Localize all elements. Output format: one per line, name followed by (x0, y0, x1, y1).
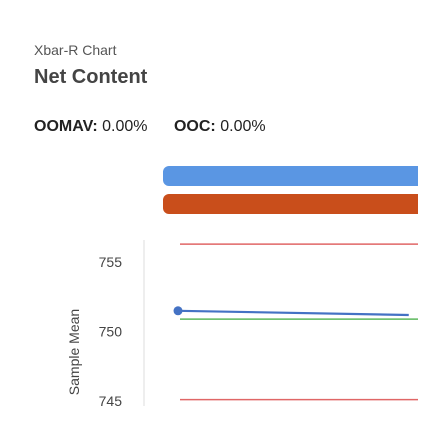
data-point[interactable] (173, 306, 183, 316)
series-line (177, 309, 409, 317)
metric-oomav-label: OOMAV: (34, 118, 98, 135)
y-tick-label: 750 (99, 324, 123, 340)
chart-title: Net Content (34, 66, 148, 88)
metric-ooc-value: 0.00% (220, 118, 266, 135)
orange-legend-bar[interactable] (163, 194, 418, 214)
metric-ooc-label: OOC: (173, 118, 216, 135)
xbar-chart-plot: 745 750 755 Sample Mean (66, 240, 418, 406)
chart-card: Xbar-R Chart Net Content OOMAV: 0.00% OO… (34, 42, 418, 406)
metric-ooc: OOC: 0.00% (174, 118, 266, 136)
metric-oomav: OOMAV: 0.00% (34, 118, 148, 136)
y-axis-title: Sample Mean (66, 309, 82, 395)
chart-type-label: Xbar-R Chart (34, 42, 117, 58)
metric-oomav-value: 0.00% (102, 118, 148, 135)
blue-legend-bar[interactable] (163, 166, 418, 186)
y-tick-label: 755 (99, 254, 123, 270)
metrics-row: OOMAV: 0.00% OOC: 0.00% (34, 118, 288, 136)
y-tick-label: 745 (99, 393, 123, 406)
